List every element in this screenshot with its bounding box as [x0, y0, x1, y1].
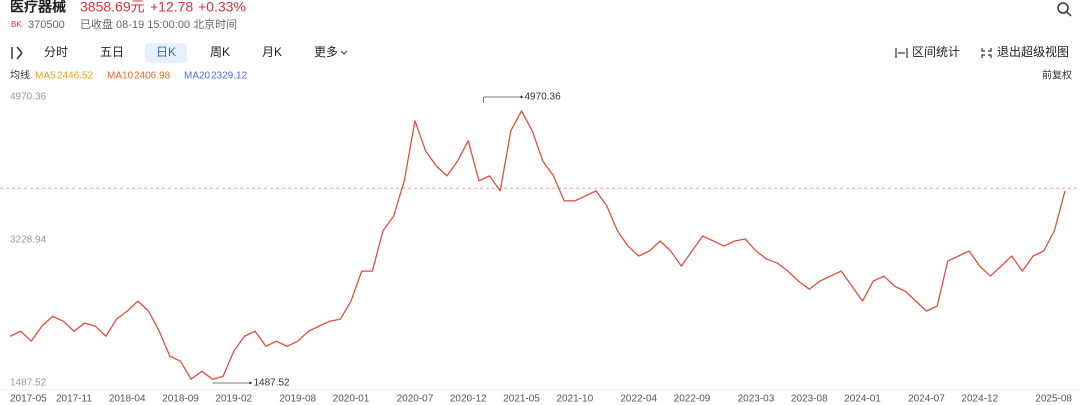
ma-name: MA5 — [35, 71, 56, 82]
change-pct: +0.33% — [198, 0, 246, 15]
x-tick-label: 2020-12 — [450, 394, 487, 405]
tab[interactable]: 日K — [156, 45, 176, 59]
x-tick-label: 2021-10 — [556, 394, 593, 405]
adjust-mode[interactable]: 前复权 — [1042, 69, 1072, 82]
range-stats-button[interactable]: 区间统计 — [912, 45, 960, 59]
ma-value: 2329.12 — [211, 71, 248, 82]
code: 370500 — [28, 19, 65, 31]
chevron — [340, 50, 348, 55]
ma-name: MA20 — [184, 71, 211, 82]
kline-icon[interactable] — [11, 46, 23, 60]
price-line — [9, 110, 1066, 380]
tab[interactable]: 五日 — [100, 45, 124, 59]
x-tick-label: 2024-07 — [908, 394, 945, 405]
ma-name: MA10 — [107, 71, 134, 82]
exit-super-view-button[interactable]: 退出超级视图 — [997, 44, 1069, 59]
annotation-dot — [249, 381, 252, 385]
tab-selected-bg — [145, 43, 187, 63]
x-tick-label: 2024-12 — [961, 394, 998, 405]
x-tick-label: 2018-04 — [109, 394, 146, 405]
ma-label: 均线 — [10, 69, 30, 82]
x-tick-label: 2025-08 — [1035, 394, 1072, 405]
y-tick-label: 3228.94 — [10, 235, 47, 246]
x-tick-label: 2019-08 — [279, 394, 316, 405]
change: +12.78 — [150, 0, 193, 15]
x-tick-label: 2023-08 — [791, 394, 828, 405]
x-tick-label: 2021-05 — [503, 394, 540, 405]
annotation-label: 4970.36 — [525, 92, 562, 103]
x-tick-label: 2017-05 — [10, 394, 47, 405]
x-tick-label: 2024-01 — [844, 394, 881, 405]
y-tick-label: 4970.36 — [10, 92, 47, 103]
badge: BK — [11, 20, 22, 29]
y-tick-label: 1487.52 — [10, 378, 47, 389]
search-icon[interactable] — [1057, 2, 1072, 17]
range-icon[interactable] — [895, 48, 908, 58]
x-tick-label: 2022-09 — [674, 394, 711, 405]
x-tick-label: 2019-02 — [215, 394, 252, 405]
tab[interactable]: 更多 — [314, 45, 338, 59]
price: 3858.69元 — [80, 0, 145, 15]
tab[interactable]: 月K — [262, 45, 282, 59]
x-tick-label: 2022-04 — [620, 394, 657, 405]
ma-value: 2446.52 — [57, 71, 94, 82]
x-tick-label: 2023-03 — [738, 394, 775, 405]
x-tick-label: 2020-07 — [397, 394, 434, 405]
tab[interactable]: 分时 — [44, 45, 68, 59]
title: 医疗器械 — [10, 0, 66, 15]
ma-value: 2406.98 — [134, 71, 171, 82]
x-tick-label: 2020-01 — [333, 394, 370, 405]
annotation-label: 1487.52 — [253, 378, 290, 389]
exit-icon[interactable] — [981, 48, 992, 58]
x-tick-label: 2017-11 — [56, 394, 92, 405]
annotation-dot — [520, 95, 523, 99]
tab[interactable]: 周K — [210, 45, 230, 59]
x-tick-label: 2018-09 — [162, 394, 199, 405]
status: 已收盘 08-19 15:00:00 北京时间 — [80, 17, 237, 31]
